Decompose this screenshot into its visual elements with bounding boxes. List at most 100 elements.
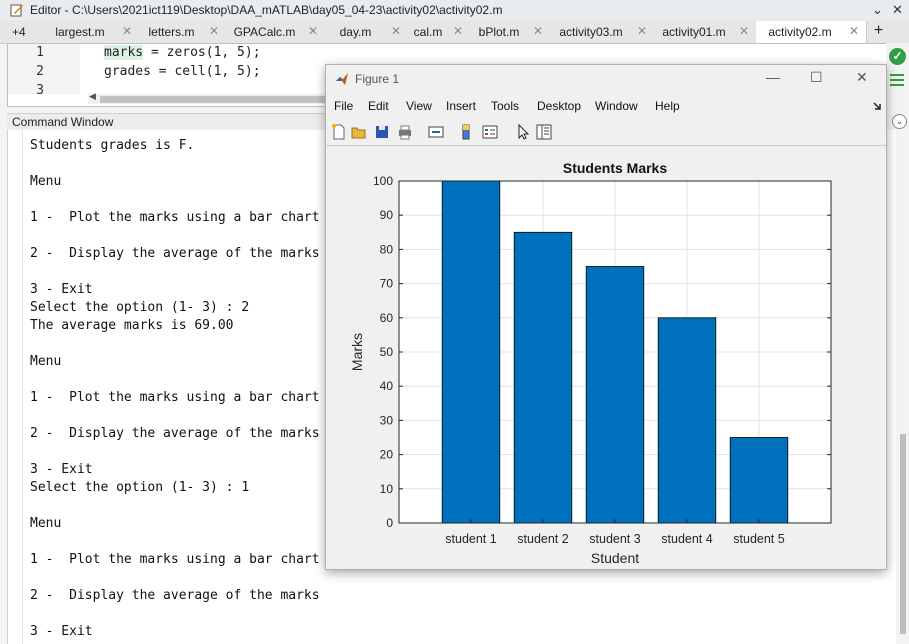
y-tick-label: 90 [380,208,394,222]
figure-title: Figure 1 [355,72,400,86]
y-tick-label: 30 [380,413,394,427]
command-output-line: The average marks is 69.00 [30,318,234,333]
line-gutter: 1 2 3 [8,44,80,98]
minimize-icon[interactable]: — [766,69,780,85]
y-tick-label: 100 [373,174,393,188]
figure-canvas[interactable]: 0 10 20 30 40 50 60 70 80 90 100 student 1 student 2… [326,147,886,569]
pointer-icon[interactable] [514,123,532,141]
line-number: 1 [36,45,44,60]
maximize-icon[interactable]: ☐ [810,69,823,85]
command-output-line: Menu [30,174,62,189]
close-tab-icon[interactable]: ✕ [121,24,132,38]
close-tab-icon[interactable]: ✕ [208,24,219,38]
save-icon[interactable] [373,123,391,141]
tab-activity01[interactable]: activity01.m ✕ [654,21,757,42]
close-tab-icon[interactable]: ✕ [848,24,859,38]
print-icon[interactable] [396,123,414,141]
code-line[interactable]: grades = cell(1, 5); [104,64,261,79]
close-icon[interactable]: ✕ [856,69,868,85]
tab-label: largest.m [55,25,105,39]
menu-tools[interactable]: Tools [491,99,520,113]
more-tabs-button[interactable]: +4 [0,21,44,42]
y-tick-label: 10 [380,482,394,496]
bar-2[interactable] [513,231,573,524]
tab-bplot[interactable]: bPlot.m ✕ [470,21,551,42]
tab-label: activity03.m [559,25,623,39]
tab-label: GPACalc.m [233,25,296,39]
close-icon[interactable]: ✕ [892,2,903,17]
highlighted-variable: marks [104,45,144,60]
scrollbar-thumb[interactable] [900,434,906,634]
editor-title: Editor - C:\Users\2021ict119\Desktop\DAA… [30,3,503,17]
prompt-margin [22,130,23,644]
scroll-left-icon[interactable]: ◀ [89,91,96,101]
bar-3[interactable] [585,266,645,524]
dock-arrow-icon[interactable] [872,101,882,111]
tab-activity02[interactable]: activity02.m ✕ [756,21,867,43]
command-output-line: 2 - Display the average of the marks [30,588,320,603]
editor-tab-bar: +4 largest.m ✕ letters.m ✕ GPACalc.m ✕ day.m ✕ c… [0,21,909,44]
command-output-line: Menu [30,516,62,531]
chart-title: Students Marks [563,160,667,176]
menu-desktop[interactable]: Desktop [537,99,582,113]
menu-help[interactable]: Help [655,99,680,113]
x-tick-label: student 3 [589,532,640,546]
chevron-down-icon[interactable]: ⌄ [872,2,883,17]
editor-status-strip: ✓ [886,43,909,105]
new-figure-icon[interactable] [330,123,348,141]
property-inspector-icon[interactable] [535,123,553,141]
close-tab-icon[interactable]: ✕ [636,24,647,38]
x-axis-label: Student [591,550,639,566]
editor-icon [10,4,23,17]
command-window-options-icon[interactable]: ⌄ [892,114,907,129]
close-tab-icon[interactable]: ✕ [532,24,543,38]
code-text: = zeros(1, 5); [143,45,261,60]
close-tab-icon[interactable]: ✕ [452,24,463,38]
command-output-line: 3 - Exit [30,282,93,297]
y-tick-label: 60 [380,311,394,325]
menu-icon[interactable] [889,73,905,87]
figure-title-bar: Figure 1 — ☐ ✕ [326,65,886,93]
bar-5[interactable] [729,437,789,524]
close-tab-icon[interactable]: ✕ [307,24,318,38]
bar-1[interactable] [441,180,501,524]
open-file-icon[interactable] [350,123,368,141]
scrollbar-thumb[interactable] [100,96,328,103]
command-output-line: 3 - Exit [30,462,93,477]
bar-4[interactable] [657,317,717,524]
horizontal-scrollbar[interactable]: ◀ [88,91,328,104]
add-tab-button[interactable]: + [866,21,890,42]
code-line[interactable]: marks = zeros(1, 5); [104,45,261,60]
tab-activity03[interactable]: activity03.m ✕ [550,21,655,42]
line-number: 2 [36,64,44,79]
colorbar-icon[interactable] [457,123,475,141]
matlab-logo-icon [336,73,348,85]
menu-edit[interactable]: Edit [368,99,389,113]
x-tick-label: student 4 [661,532,712,546]
menu-window[interactable]: Window [595,99,638,113]
bar-chart[interactable]: 0 10 20 30 40 50 60 70 80 90 100 student 1 student 2… [326,147,886,569]
command-window-scrollbar[interactable] [896,130,909,644]
x-tick-label: student 1 [445,532,496,546]
menu-insert[interactable]: Insert [446,99,477,113]
tab-gpacalc[interactable]: GPACalc.m ✕ [226,21,326,42]
command-output-line: Select the option (1- 3) : 1 [30,480,250,495]
link-plot-icon[interactable] [427,123,445,141]
y-tick-label: 50 [380,345,394,359]
legend-icon[interactable] [481,123,499,141]
menu-view[interactable]: View [406,99,432,113]
y-tick-label: 40 [380,379,394,393]
x-tick-label: student 2 [517,532,568,546]
close-tab-icon[interactable]: ✕ [738,24,749,38]
line-number: 3 [36,83,44,98]
menu-file[interactable]: File [334,99,354,113]
close-tab-icon[interactable]: ✕ [390,24,401,38]
y-axis-label: Marks [349,333,365,371]
figure-window[interactable]: Figure 1 — ☐ ✕ File Edit View Insert Tools De… [325,64,887,570]
more-tabs-label: +4 [12,25,26,39]
tab-label: letters.m [148,25,195,39]
tab-day[interactable]: day.m ✕ [325,21,409,42]
tab-letters[interactable]: letters.m ✕ [139,21,227,42]
tab-largest[interactable]: largest.m ✕ [43,21,140,42]
tab-cal[interactable]: cal.m ✕ [408,21,471,42]
